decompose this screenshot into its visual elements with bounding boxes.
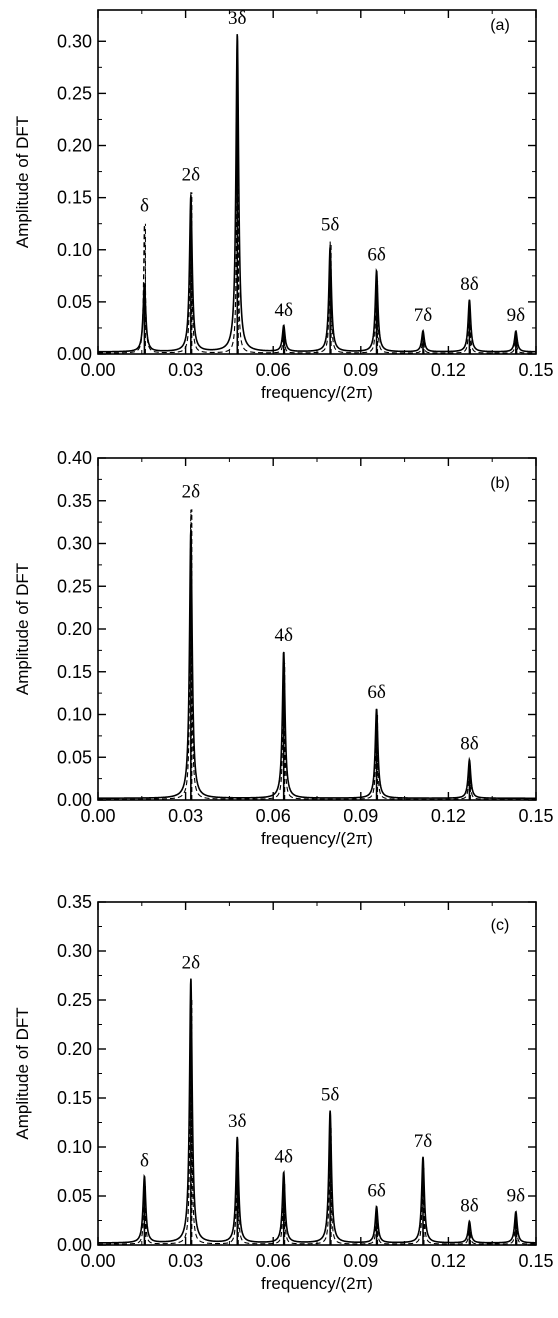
y-tick-label: 0.30: [57, 31, 92, 51]
y-axis-label: Amplitude of DFT: [13, 116, 32, 248]
peak-label: 6δ: [367, 682, 386, 703]
panel-label: (c): [491, 917, 510, 934]
y-tick-label: 0.05: [57, 1186, 92, 1206]
peak-label: 2δ: [182, 164, 201, 185]
peak-label: 3δ: [228, 1111, 247, 1132]
y-tick-label: 0.20: [57, 619, 92, 639]
y-tick-label: 0.05: [57, 747, 92, 767]
y-axis-label: Amplitude of DFT: [13, 563, 32, 695]
peak-label: 8δ: [460, 1195, 479, 1216]
peak-label: 5δ: [321, 1085, 340, 1106]
panel-label: (a): [490, 17, 510, 34]
x-tick-label: 0.15: [518, 806, 553, 826]
y-tick-label: 0.15: [57, 188, 92, 208]
y-tick-label: 0.00: [57, 790, 92, 810]
peak-label: 5δ: [321, 214, 340, 235]
peak-label: 4δ: [274, 625, 293, 646]
y-tick-label: 0.35: [57, 491, 92, 511]
peak-label: 2δ: [182, 952, 201, 973]
x-tick-label: 0.12: [431, 1251, 466, 1271]
x-tick-label: 0.06: [256, 1251, 291, 1271]
y-tick-label: 0.05: [57, 292, 92, 312]
y-tick-label: 0.00: [57, 344, 92, 364]
y-tick-label: 0.30: [57, 534, 92, 554]
x-tick-label: 0.03: [168, 1251, 203, 1271]
peak-label: 8δ: [460, 274, 479, 295]
peak-label: 2δ: [182, 481, 201, 502]
x-tick-label: 0.09: [343, 360, 378, 380]
x-tick-label: 0.09: [343, 1251, 378, 1271]
y-tick-label: 0.25: [57, 576, 92, 596]
series-solid-line: [98, 529, 536, 800]
y-tick-label: 0.20: [57, 136, 92, 156]
y-tick-label: 0.15: [57, 662, 92, 682]
y-tick-label: 0.20: [57, 1039, 92, 1059]
x-axis-label: frequency/(2π): [261, 383, 373, 402]
panel-label: (b): [490, 475, 510, 492]
x-tick-label: 0.06: [256, 360, 291, 380]
peak-label: 3δ: [228, 8, 247, 29]
peak-label: 9δ: [507, 1186, 526, 1207]
peak-label: δ: [140, 196, 149, 217]
y-tick-label: 0.35: [57, 892, 92, 912]
x-tick-label: 0.12: [431, 806, 466, 826]
y-tick-label: 0.00: [57, 1235, 92, 1255]
x-tick-label: 0.15: [518, 360, 553, 380]
x-axis-label: frequency/(2π): [261, 1274, 373, 1293]
x-tick-label: 0.03: [168, 806, 203, 826]
plot-frame: [97, 901, 537, 1246]
peak-label: 8δ: [460, 734, 479, 755]
x-tick-label: 0.00: [80, 1251, 115, 1271]
peak-label: 6δ: [367, 245, 386, 266]
series-dashed-line: [97, 509, 536, 800]
y-tick-label: 0.25: [57, 990, 92, 1010]
x-tick-label: 0.06: [256, 806, 291, 826]
x-tick-label: 0.15: [518, 1251, 553, 1271]
x-tick-label: 0.00: [80, 360, 115, 380]
y-tick-label: 0.25: [57, 83, 92, 103]
chart-panel-b: 2δ 4δ 6δ 8δ 0.00 0.05 0.10 0.15 0.20 0.25 0.30 0.35…: [13, 448, 554, 848]
y-tick-label: 0.10: [57, 240, 92, 260]
y-tick-label: 0.10: [57, 1137, 92, 1157]
x-tick-label: 0.03: [168, 360, 203, 380]
peak-label: 7δ: [414, 1131, 433, 1152]
x-tick-label: 0.12: [431, 360, 466, 380]
peak-label: 4δ: [274, 1146, 293, 1167]
y-tick-label: 0.15: [57, 1088, 92, 1108]
y-axis-label: Amplitude of DFT: [13, 1007, 32, 1139]
peak-label: 7δ: [414, 305, 433, 326]
y-tick-label: 0.30: [57, 941, 92, 961]
chart-panel-c: δ 2δ 3δ 4δ 5δ 6δ 7δ 8δ 9δ 0.00 0.05 0.10 0.15 0.20 0.2…: [13, 892, 554, 1293]
chart-panel-a: δ 2δ 3δ 4δ 5δ 6δ 7δ 8δ 9δ 0.00 0.05 0.10 0.15 0.20 0.2…: [13, 8, 554, 402]
y-tick-label: 0.10: [57, 705, 92, 725]
series-solid-line: [98, 34, 536, 353]
x-axis-label: frequency/(2π): [261, 829, 373, 848]
x-tick-label: 0.00: [80, 806, 115, 826]
x-tick-label: 0.09: [343, 806, 378, 826]
peak-label: 9δ: [507, 305, 526, 326]
peak-label: 6δ: [367, 1181, 386, 1202]
y-tick-label: 0.40: [57, 448, 92, 468]
peak-label: 4δ: [274, 300, 293, 321]
peak-label: δ: [140, 1150, 149, 1171]
series-solid-line: [98, 978, 537, 1244]
